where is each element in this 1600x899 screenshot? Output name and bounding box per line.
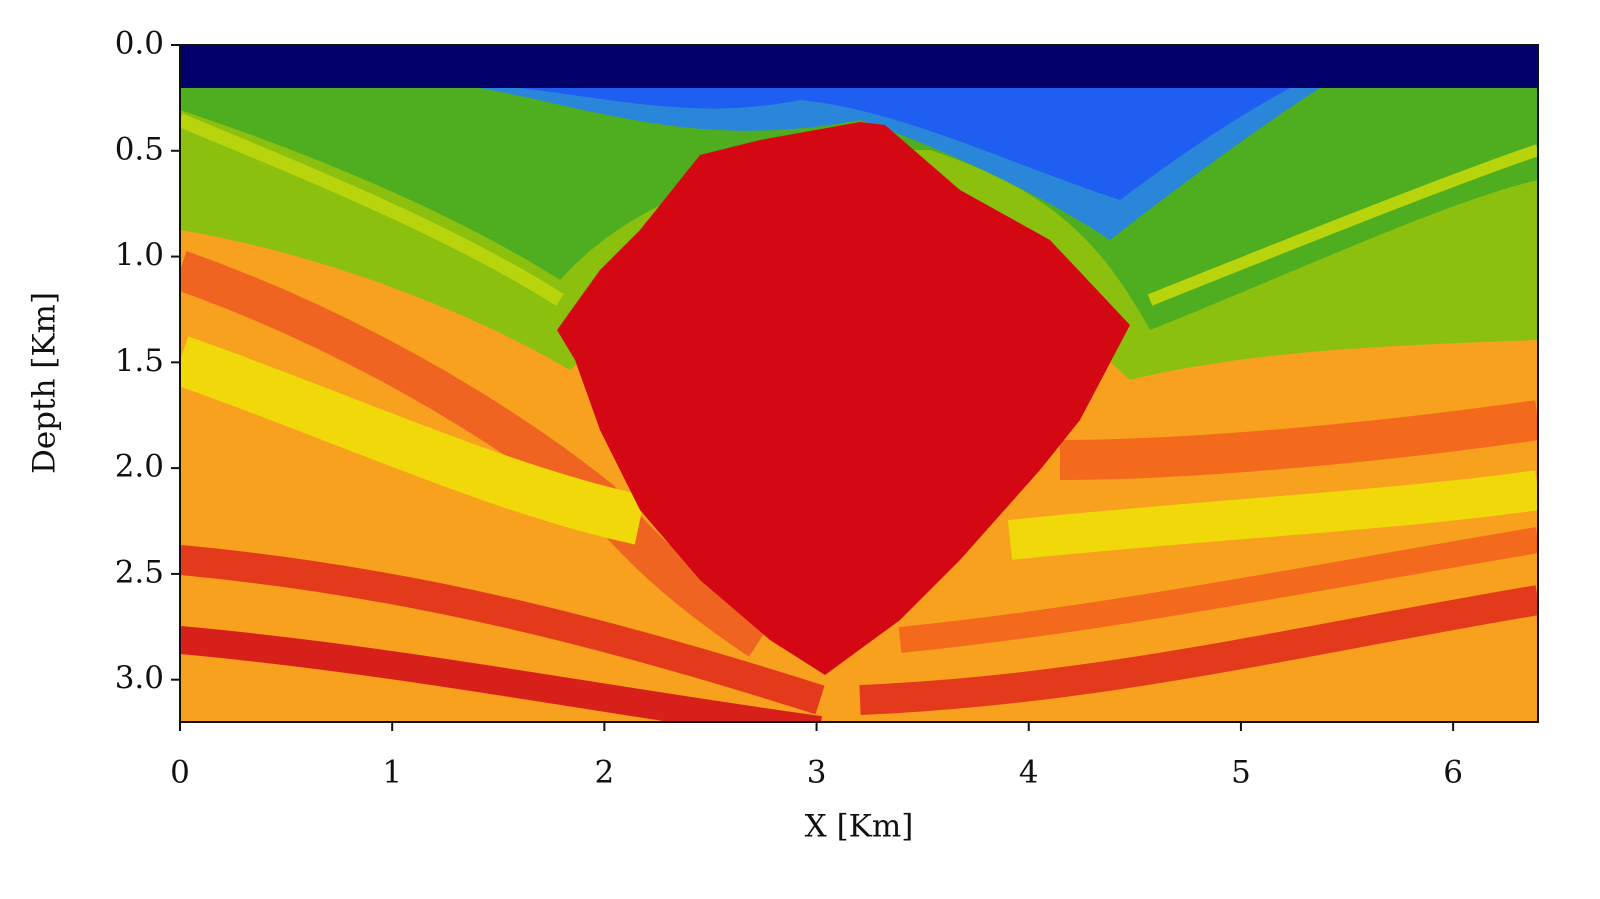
x-axis-label: X [Km] bbox=[805, 809, 914, 845]
x-tick-label: 2 bbox=[595, 755, 615, 791]
x-tick-label: 0 bbox=[170, 755, 190, 791]
x-tick-label: 6 bbox=[1443, 755, 1463, 791]
x-tick-label: 4 bbox=[1019, 755, 1039, 791]
y-tick-label: 3.0 bbox=[115, 660, 164, 696]
velocity-image bbox=[180, 45, 1538, 722]
y-tick-label: 0.5 bbox=[115, 131, 164, 167]
y-tick-label: 0.0 bbox=[115, 26, 164, 62]
x-tick-label: 5 bbox=[1231, 755, 1251, 791]
x-tick-label: 1 bbox=[382, 755, 402, 791]
y-tick-label: 2.0 bbox=[115, 449, 164, 485]
y-axis-label: Depth [Km] bbox=[27, 292, 63, 474]
x-tick-label: 3 bbox=[807, 755, 827, 791]
y-tick-label: 1.5 bbox=[115, 343, 164, 379]
axes-frame bbox=[179, 44, 1539, 723]
y-tick-label: 1.0 bbox=[115, 237, 164, 273]
y-tick-label: 2.5 bbox=[115, 554, 164, 590]
